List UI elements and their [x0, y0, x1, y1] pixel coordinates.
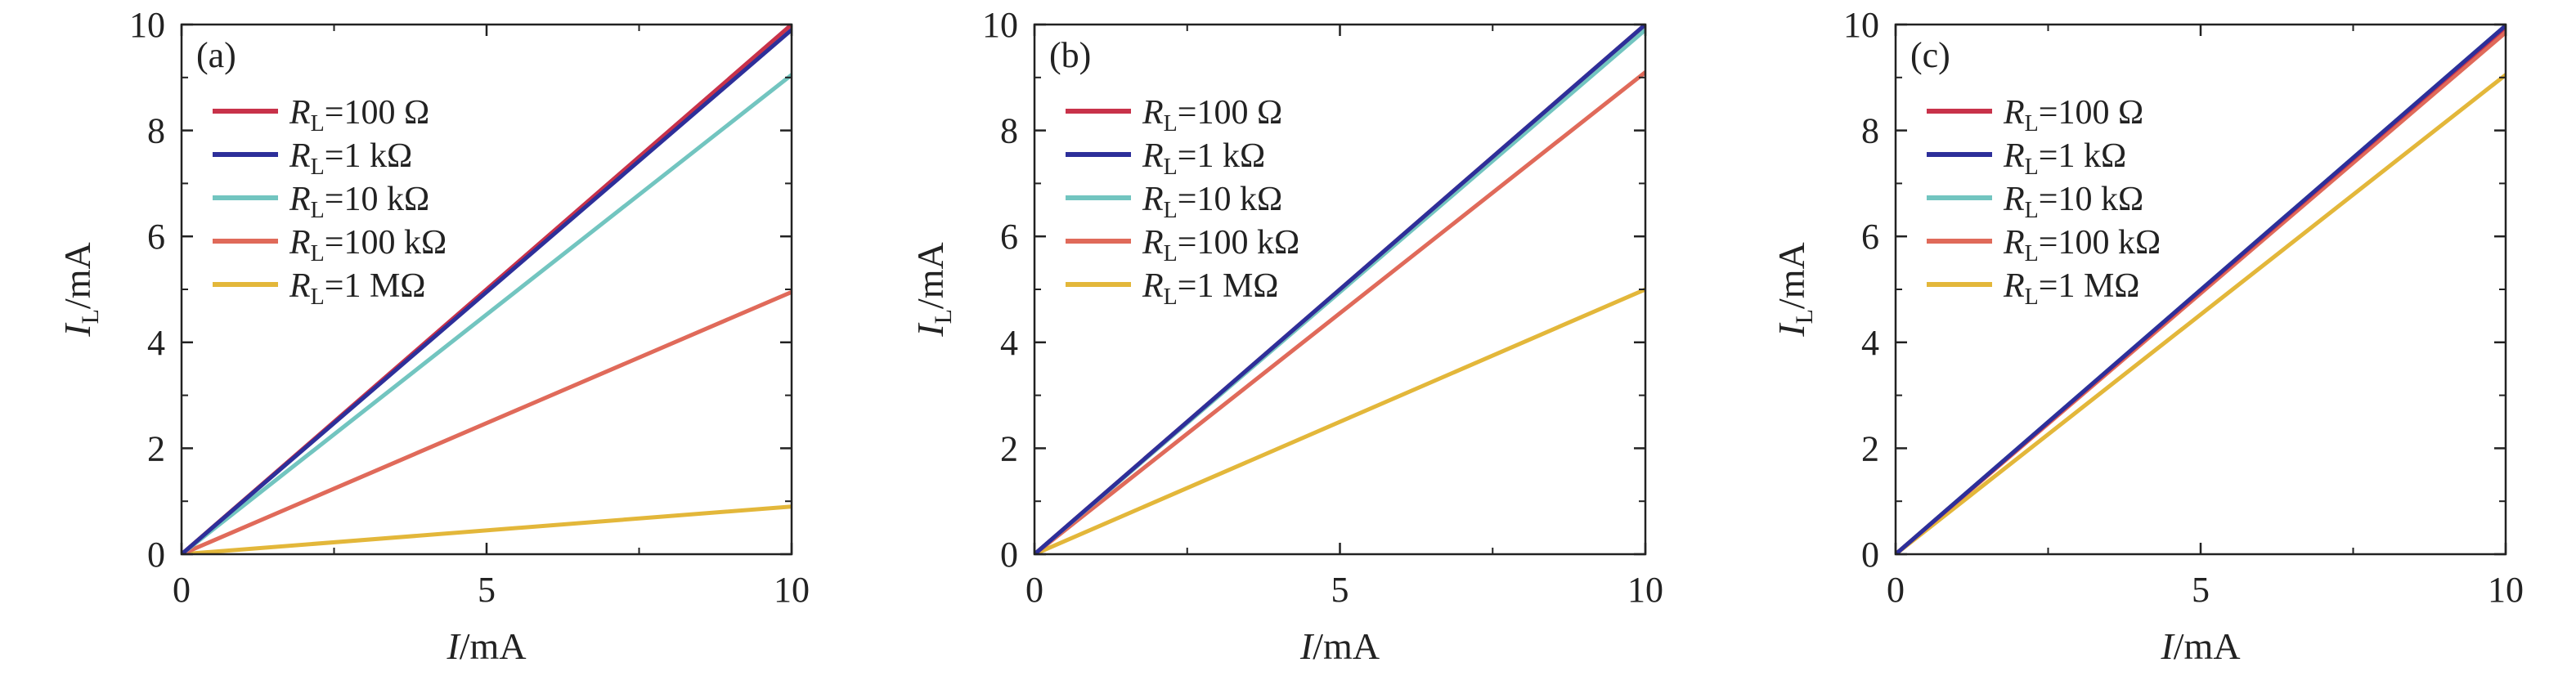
- panel-label: (a): [196, 35, 236, 75]
- y-tick-label: 2: [1861, 428, 1879, 468]
- x-tick-label: 0: [1025, 570, 1043, 610]
- legend-label-r1k: RL=1 kΩ: [289, 137, 412, 180]
- legend-label-r10k: RL=10 kΩ: [2003, 181, 2143, 223]
- y-tick-label: 0: [1000, 535, 1018, 575]
- legend-label-r10k: RL=10 kΩ: [289, 181, 429, 223]
- legend-label-r100: RL=100 Ω: [2003, 94, 2143, 137]
- y-tick-label: 4: [147, 323, 165, 363]
- panel-label: (c): [1910, 35, 1950, 75]
- y-axis-label: IL/mA: [56, 242, 104, 337]
- legend-label-r10k: RL=10 kΩ: [1142, 181, 1282, 223]
- y-tick-label: 2: [147, 428, 165, 468]
- y-tick-label: 6: [147, 217, 165, 257]
- x-tick-label: 0: [1887, 570, 1905, 610]
- legend-label-r1M: RL=1 MΩ: [2003, 267, 2140, 310]
- y-tick-label: 6: [1861, 217, 1879, 257]
- series-line-r1M: [1896, 73, 2506, 554]
- y-tick-label: 8: [1000, 111, 1018, 151]
- y-tick-label: 4: [1000, 323, 1018, 363]
- x-axis-label: I/mA: [446, 625, 526, 667]
- y-tick-label: 2: [1000, 428, 1018, 468]
- legend-label-r100: RL=100 Ω: [1142, 94, 1282, 137]
- x-tick-label: 10: [2488, 570, 2524, 610]
- y-tick-label: 8: [1861, 111, 1879, 151]
- legend-label-r100k: RL=100 kΩ: [2003, 224, 2161, 266]
- y-tick-label: 10: [129, 5, 165, 45]
- legend-label-r100: RL=100 Ω: [289, 94, 429, 137]
- x-tick-label: 10: [1627, 570, 1663, 610]
- y-tick-label: 6: [1000, 217, 1018, 257]
- x-tick-label: 5: [478, 570, 496, 610]
- x-tick-label: 10: [774, 570, 810, 610]
- x-tick-label: 5: [1331, 570, 1349, 610]
- series-line-r10k: [182, 73, 792, 554]
- y-tick-label: 4: [1861, 323, 1879, 363]
- y-tick-label: 0: [147, 535, 165, 575]
- y-tick-label: 10: [1843, 5, 1879, 45]
- legend-label-r100k: RL=100 kΩ: [289, 224, 447, 266]
- series-line-r1M: [1034, 287, 1645, 554]
- series-line-r1M: [182, 504, 792, 554]
- series-line-r1k: [1034, 25, 1645, 554]
- legend-label-r1k: RL=1 kΩ: [2003, 137, 2126, 180]
- legend-label-r1k: RL=1 kΩ: [1142, 137, 1265, 180]
- series-line-r1k: [182, 27, 792, 554]
- x-tick-label: 5: [2192, 570, 2210, 610]
- series-line-r1k: [1896, 25, 2506, 554]
- y-tick-label: 0: [1861, 535, 1879, 575]
- legend-label-r1M: RL=1 MΩ: [1142, 267, 1279, 310]
- y-axis-label: IL/mA: [1770, 242, 1818, 337]
- series-line-r100k: [1034, 69, 1645, 554]
- x-axis-label: I/mA: [2160, 625, 2240, 667]
- y-axis-label: IL/mA: [909, 242, 957, 337]
- series-line-r100k: [182, 289, 792, 554]
- y-tick-label: 8: [147, 111, 165, 151]
- x-axis-label: I/mA: [1299, 625, 1380, 667]
- panel-label: (b): [1049, 35, 1091, 75]
- legend-label-r1M: RL=1 MΩ: [289, 267, 426, 310]
- legend-label-r100k: RL=100 kΩ: [1142, 224, 1299, 266]
- y-tick-label: 10: [982, 5, 1018, 45]
- x-tick-label: 0: [173, 570, 191, 610]
